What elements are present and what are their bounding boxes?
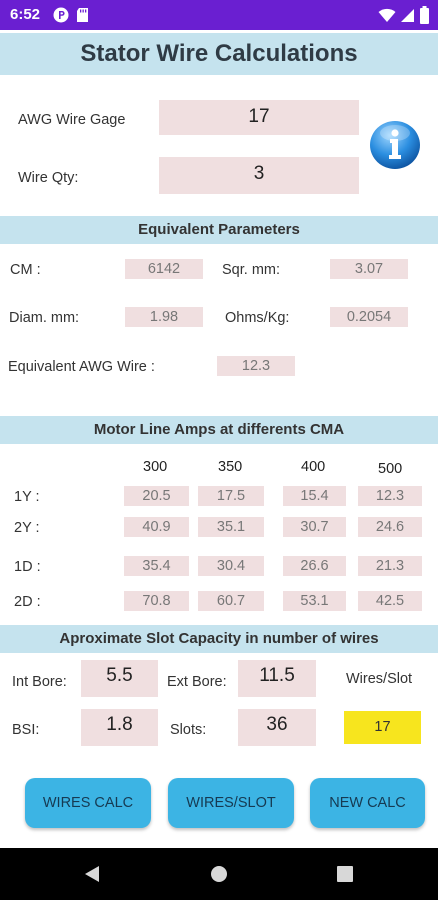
status-bar: 6:52 — [0, 0, 438, 30]
cma-col-350: 350 — [218, 459, 243, 475]
wires-per-slot-label: Wires/Slot — [346, 671, 413, 687]
row-2y-label: 2Y : — [14, 520, 40, 536]
amps-cell: 30.7 — [283, 517, 346, 537]
cm-label: CM : — [10, 262, 41, 278]
int-bore-label: Int Bore: — [12, 674, 67, 690]
ext-bore-label: Ext Bore: — [167, 674, 227, 690]
amps-cell: 40.9 — [124, 517, 189, 537]
diam-value: 1.98 — [125, 307, 203, 327]
navigation-bar — [0, 848, 438, 900]
new-calc-button[interactable]: NEW CALC — [310, 778, 425, 828]
diam-label: Diam. mm: — [9, 310, 80, 326]
cm-value: 6142 — [125, 259, 203, 279]
home-icon[interactable] — [210, 865, 228, 888]
slots-input[interactable]: 36 — [238, 709, 316, 746]
row-1y-label: 1Y : — [14, 489, 40, 505]
slot-capacity-header: Aproximate Slot Capacity in number of wi… — [0, 625, 438, 653]
battery-icon — [420, 6, 429, 29]
cell-signal-icon — [400, 8, 415, 28]
amps-cell: 35.4 — [124, 556, 189, 576]
bsi-input[interactable]: 1.8 — [81, 709, 158, 746]
amps-cell: 35.1 — [198, 517, 264, 537]
motor-amps-header: Motor Line Amps at differents CMA — [0, 416, 438, 444]
wire-qty-input[interactable]: 3 — [159, 157, 359, 194]
equivalent-awg-label: Equivalent AWG Wire : — [8, 359, 155, 375]
wires-slot-button[interactable]: WIRES/SLOT — [168, 778, 294, 828]
back-icon[interactable] — [84, 865, 100, 888]
sqr-mm-value: 3.07 — [330, 259, 408, 279]
wifi-icon — [378, 8, 396, 28]
wires-calc-button[interactable]: WIRES CALC — [25, 778, 151, 828]
awg-input[interactable]: 17 — [159, 100, 359, 135]
equivalent-header: Equivalent Parameters — [0, 216, 438, 244]
ohms-kg-value: 0.2054 — [330, 307, 408, 327]
amps-cell: 15.4 — [283, 486, 346, 506]
row-2d-label: 2D : — [14, 594, 41, 610]
amps-cell: 26.6 — [283, 556, 346, 576]
int-bore-input[interactable]: 5.5 — [81, 660, 158, 697]
cma-col-300: 300 — [143, 459, 168, 475]
info-icon[interactable] — [369, 120, 421, 170]
amps-cell: 42.5 — [358, 591, 422, 611]
amps-cell: 30.4 — [198, 556, 264, 576]
amps-cell: 17.5 — [198, 486, 264, 506]
wires-per-slot-value: 17 — [344, 711, 421, 744]
p-icon — [53, 7, 69, 28]
cma-col-500: 500 — [378, 461, 403, 477]
equivalent-awg-value: 12.3 — [217, 356, 295, 376]
cma-col-400: 400 — [301, 459, 326, 475]
recents-icon[interactable] — [337, 866, 353, 887]
sqr-mm-label: Sqr. mm: — [222, 262, 281, 278]
wire-qty-label: Wire Qty: — [18, 170, 79, 186]
amps-cell: 20.5 — [124, 486, 189, 506]
row-1d-label: 1D : — [14, 559, 41, 575]
amps-cell: 60.7 — [198, 591, 264, 611]
bsi-label: BSI: — [12, 722, 40, 738]
awg-label: AWG Wire Gage — [18, 112, 126, 128]
ohms-kg-label: Ohms/Kg: — [225, 310, 290, 326]
sd-card-icon — [76, 7, 89, 28]
page-title: Stator Wire Calculations — [0, 33, 438, 75]
ext-bore-input[interactable]: 11.5 — [238, 660, 316, 697]
status-time: 6:52 — [10, 6, 41, 23]
amps-cell: 70.8 — [124, 591, 189, 611]
amps-cell: 53.1 — [283, 591, 346, 611]
amps-cell: 12.3 — [358, 486, 422, 506]
slots-label: Slots: — [170, 722, 207, 738]
amps-cell: 21.3 — [358, 556, 422, 576]
amps-cell: 24.6 — [358, 517, 422, 537]
